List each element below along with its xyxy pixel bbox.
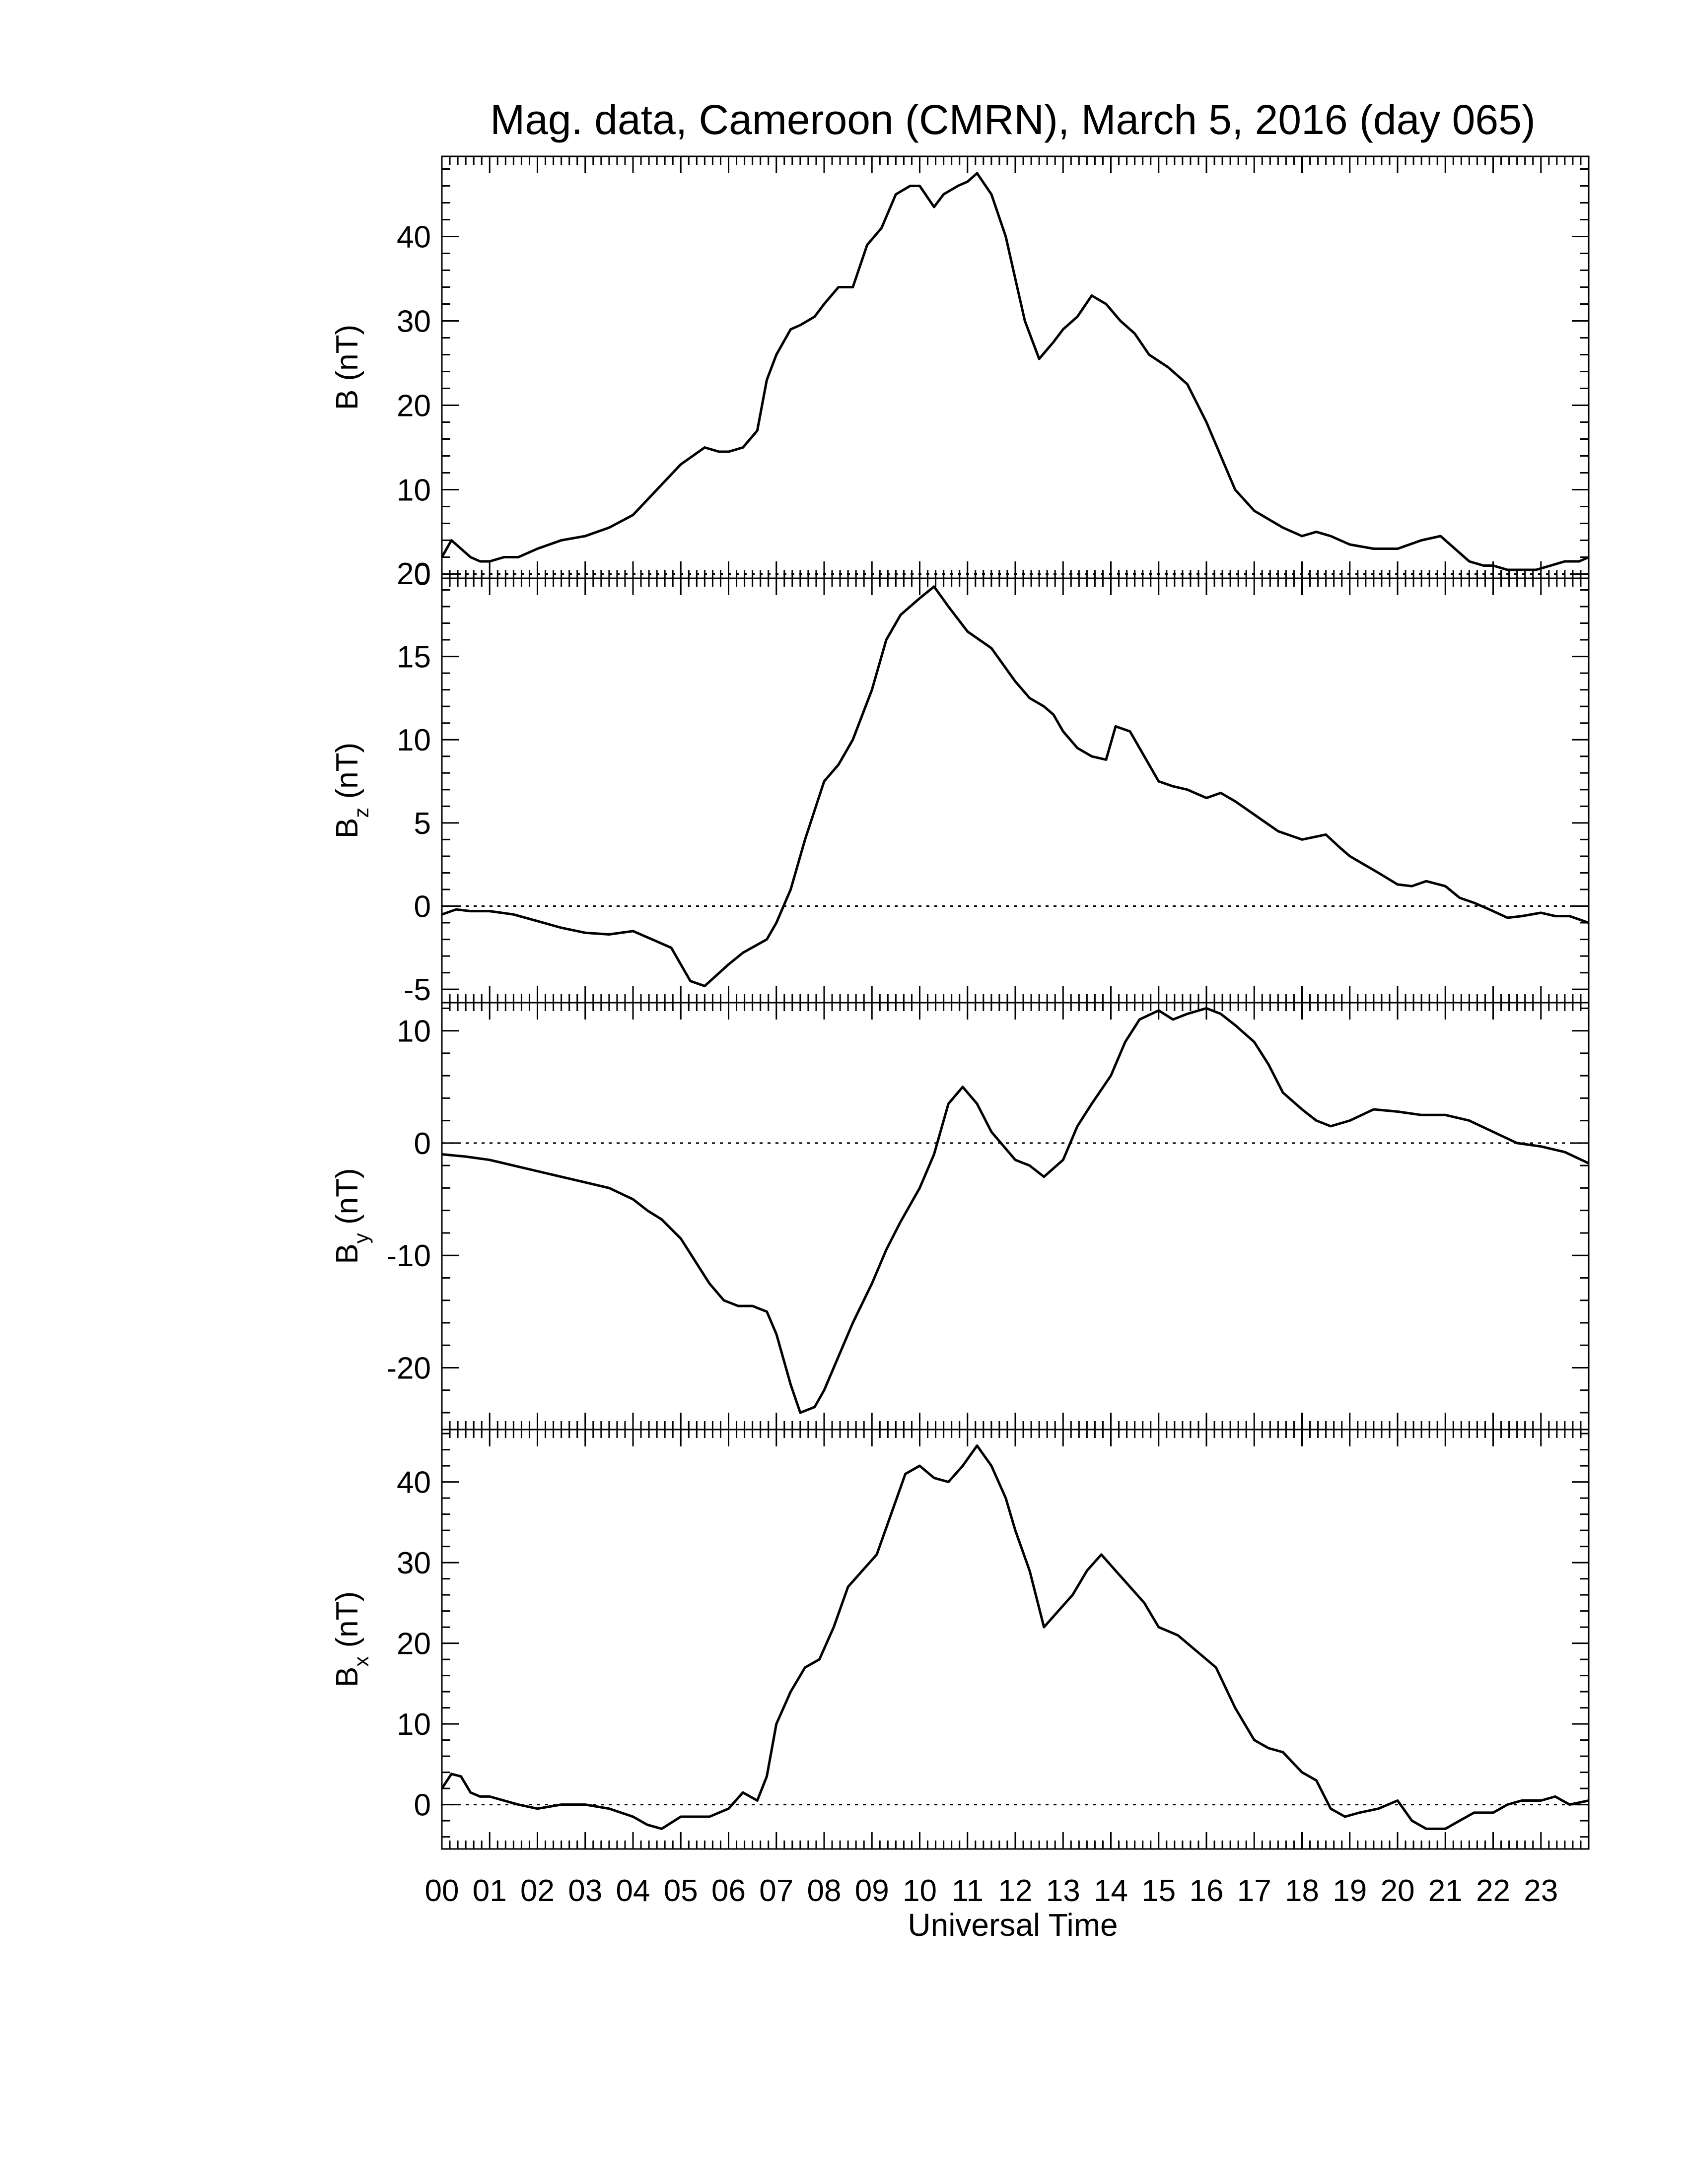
x-tick-label: 10 bbox=[903, 1874, 937, 1908]
y-axis-label-subscript: y bbox=[350, 1233, 373, 1243]
x-tick-label: 15 bbox=[1141, 1874, 1176, 1908]
x-tick-label: 14 bbox=[1094, 1874, 1128, 1908]
x-tick-label: 13 bbox=[1046, 1874, 1080, 1908]
y-tick-label: 20 bbox=[397, 389, 431, 423]
y-tick-label: 40 bbox=[397, 220, 431, 255]
y-tick-label: -20 bbox=[386, 1352, 431, 1386]
panel-frame bbox=[441, 1429, 1590, 1850]
x-axis-ticklabels: 00 01 02 03 04 05 06 07 08 09 10 11 12 13 14 15 16 17 18 19… bbox=[425, 1874, 1558, 1908]
y-axis-label-unit: (nT) bbox=[330, 1591, 364, 1656]
panel-0: 0 10 20 30 40 B (nT) bbox=[330, 155, 1590, 592]
panel-frame bbox=[441, 577, 1590, 1004]
panel-2: -20 -10 0 10 By (nT) bbox=[330, 1002, 1590, 1431]
y-axis-label-symbol: B bbox=[330, 1667, 364, 1687]
y-axis-label: B (nT) bbox=[330, 325, 364, 410]
series-line-3 bbox=[440, 1444, 1589, 1830]
chart-panels: 0 10 20 30 40 B (nT) -5 0 5 10 15 20 Bz (nT) -20 -10 0 1… bbox=[330, 155, 1590, 1850]
x-tick-label: 18 bbox=[1285, 1874, 1319, 1908]
x-tick-label: 23 bbox=[1524, 1874, 1558, 1908]
y-tick-label: 5 bbox=[414, 807, 431, 841]
y-tick-label: 30 bbox=[397, 1546, 431, 1580]
y-tick-label: 10 bbox=[397, 1015, 431, 1049]
x-tick-label: 22 bbox=[1476, 1874, 1510, 1908]
panel-3: 0 10 20 30 40 Bx (nT) bbox=[330, 1429, 1590, 1850]
x-tick-label: 07 bbox=[759, 1874, 793, 1908]
y-tick-label: 20 bbox=[397, 557, 431, 591]
y-axis-label-subscript: x bbox=[350, 1656, 373, 1667]
panel-frame bbox=[441, 1002, 1590, 1431]
x-tick-label: 09 bbox=[855, 1874, 889, 1908]
x-tick-label: 06 bbox=[711, 1874, 746, 1908]
y-tick-label: 10 bbox=[397, 723, 431, 757]
y-tick-label: -10 bbox=[386, 1239, 431, 1273]
y-axis-label-unit: (nT) bbox=[330, 1168, 364, 1233]
y-axis-label-unit: (nT) bbox=[330, 743, 364, 808]
y-tick-label: 10 bbox=[397, 1707, 431, 1742]
x-tick-label: 02 bbox=[520, 1874, 555, 1908]
y-tick-label: 10 bbox=[397, 474, 431, 508]
x-tick-label: 17 bbox=[1237, 1874, 1271, 1908]
x-tick-label: 04 bbox=[616, 1874, 650, 1908]
y-axis-label-subscript: z bbox=[350, 808, 373, 818]
x-tick-label: 21 bbox=[1428, 1874, 1463, 1908]
x-tick-label: 19 bbox=[1333, 1874, 1367, 1908]
x-tick-label: 08 bbox=[807, 1874, 842, 1908]
y-axis-label-unit: (nT) bbox=[330, 325, 364, 390]
y-axis-label: Bx (nT) bbox=[330, 1591, 373, 1687]
x-tick-label: 20 bbox=[1381, 1874, 1415, 1908]
chart-title: Mag. data, Cameroon (CMRN), March 5, 201… bbox=[490, 96, 1536, 143]
x-tick-label: 03 bbox=[568, 1874, 602, 1908]
series-line-1 bbox=[441, 585, 1589, 987]
y-tick-label: 0 bbox=[414, 1788, 431, 1823]
x-tick-label: 01 bbox=[473, 1874, 507, 1908]
panel-frame bbox=[441, 155, 1590, 579]
x-tick-label: 16 bbox=[1190, 1874, 1224, 1908]
x-axis-label: Universal Time bbox=[908, 1907, 1118, 1943]
y-axis-label: Bz (nT) bbox=[330, 743, 373, 838]
y-axis-label-symbol: B bbox=[330, 1243, 364, 1264]
y-tick-label: 15 bbox=[397, 640, 431, 675]
y-tick-label: 20 bbox=[397, 1627, 431, 1661]
y-tick-label: 30 bbox=[397, 305, 431, 339]
series-line-0 bbox=[440, 172, 1590, 571]
y-axis-label: By (nT) bbox=[330, 1168, 373, 1264]
y-tick-label: 0 bbox=[414, 1127, 431, 1161]
x-tick-label: 00 bbox=[425, 1874, 459, 1908]
y-tick-label: 0 bbox=[414, 890, 431, 924]
y-tick-label: 0 bbox=[414, 558, 431, 592]
y-axis-label-symbol: B bbox=[330, 390, 364, 410]
y-tick-label: 40 bbox=[397, 1466, 431, 1500]
x-tick-label: 12 bbox=[998, 1874, 1033, 1908]
x-tick-label: 05 bbox=[664, 1874, 698, 1908]
series-line-2 bbox=[441, 1007, 1590, 1414]
panel-1: -5 0 5 10 15 20 Bz (nT) bbox=[330, 557, 1590, 1007]
y-axis-label-symbol: B bbox=[330, 818, 364, 838]
x-tick-label: 11 bbox=[952, 1874, 984, 1908]
y-tick-label: -5 bbox=[404, 973, 431, 1007]
